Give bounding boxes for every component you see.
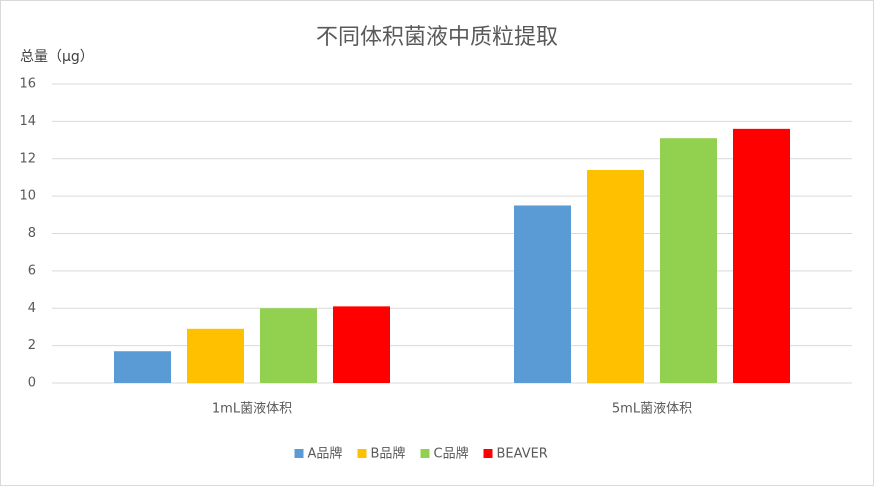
- y-tick-label: 8: [28, 226, 36, 241]
- legend-label: C品牌: [434, 446, 469, 462]
- legend-swatch: [357, 449, 367, 458]
- bar: [114, 351, 171, 383]
- bar: [587, 169, 644, 383]
- y-tick-label: 12: [19, 151, 36, 166]
- bar: [660, 138, 717, 383]
- bar: [187, 328, 244, 383]
- bar: [733, 128, 790, 383]
- y-tick-label: 0: [28, 376, 36, 391]
- y-tick-label: 6: [28, 263, 36, 278]
- y-tick-label: 16: [19, 77, 36, 92]
- legend-label: BEAVER: [497, 447, 548, 462]
- x-tick-label: 1mL菌液体积: [212, 402, 292, 417]
- legend-swatch: [483, 449, 493, 458]
- bar: [333, 306, 390, 383]
- bar: [514, 205, 571, 383]
- chart-title: 不同体积菌液中质粒提取: [316, 25, 558, 50]
- legend-swatch: [294, 449, 304, 458]
- y-tick-label: 2: [28, 338, 36, 353]
- y-tick-label: 14: [19, 114, 36, 129]
- x-tick-label: 5mL菌液体积: [612, 402, 692, 417]
- legend-swatch: [420, 449, 430, 458]
- y-tick-label: 4: [28, 301, 36, 316]
- legend-label: B品牌: [371, 446, 406, 462]
- y-tick-label: 10: [19, 189, 36, 204]
- y-axis-label: 总量（μg）: [20, 49, 94, 65]
- bar: [260, 308, 317, 383]
- legend-label: A品牌: [308, 446, 343, 462]
